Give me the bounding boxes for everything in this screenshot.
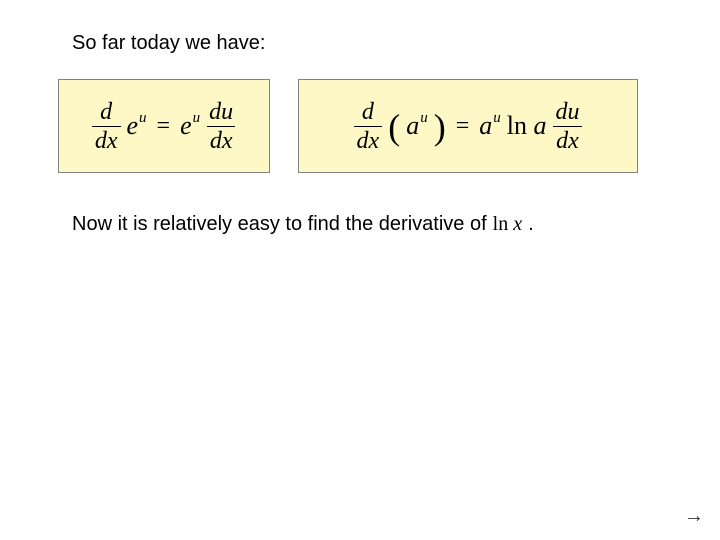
- equals-sign: =: [456, 113, 470, 140]
- exponent: u: [493, 110, 501, 127]
- numerator: d: [97, 100, 115, 126]
- fraction: du dx: [206, 100, 236, 153]
- numerator: d: [359, 100, 377, 126]
- denominator: dx: [553, 126, 582, 153]
- line2-suffix: .: [528, 213, 534, 236]
- numerator: du: [552, 100, 582, 126]
- fraction: d dx: [92, 100, 121, 153]
- heading-text: So far today we have:: [72, 32, 720, 55]
- line2-prefix: Now it is relatively easy to find the de…: [72, 213, 487, 236]
- fraction: d dx: [354, 100, 383, 153]
- denominator: dx: [92, 126, 121, 153]
- denominator: dx: [207, 126, 236, 153]
- base: e: [180, 111, 192, 141]
- formula-box-2: d dx ( au ) = au ln a du dx: [298, 79, 638, 173]
- formula-2: d dx ( au ) = au ln a du dx: [354, 100, 583, 153]
- exponent: u: [139, 110, 147, 127]
- next-arrow-icon: →: [684, 505, 704, 528]
- slide: So far today we have: d dx eu = eu du dx: [0, 0, 720, 540]
- equals-sign: =: [157, 113, 171, 140]
- term-e-u: eu: [127, 111, 147, 141]
- ln-text: ln: [493, 213, 509, 235]
- ln-a: ln a: [507, 111, 547, 141]
- body-text: Now it is relatively easy to find the de…: [72, 213, 720, 236]
- exponent: u: [420, 110, 428, 127]
- term-a-u: au: [406, 111, 428, 141]
- term-a-u-2: au: [479, 111, 501, 141]
- x-text: x: [513, 213, 522, 235]
- formula-box-1: d dx eu = eu du dx: [58, 79, 270, 173]
- inline-math-lnx: ln x: [493, 213, 522, 236]
- base: e: [127, 111, 139, 141]
- term-e-u-2: eu: [180, 111, 200, 141]
- formula-1: d dx eu = eu du dx: [92, 100, 236, 153]
- denominator: dx: [354, 126, 383, 153]
- base: a: [406, 111, 419, 141]
- formula-row: d dx eu = eu du dx d dx: [58, 79, 720, 173]
- a-text: a: [533, 111, 546, 141]
- numerator: du: [206, 100, 236, 126]
- right-paren: ): [434, 117, 446, 139]
- exponent: u: [193, 110, 201, 127]
- left-paren: (: [388, 117, 400, 139]
- fraction: du dx: [552, 100, 582, 153]
- base: a: [479, 111, 492, 141]
- ln-text: ln: [507, 111, 527, 141]
